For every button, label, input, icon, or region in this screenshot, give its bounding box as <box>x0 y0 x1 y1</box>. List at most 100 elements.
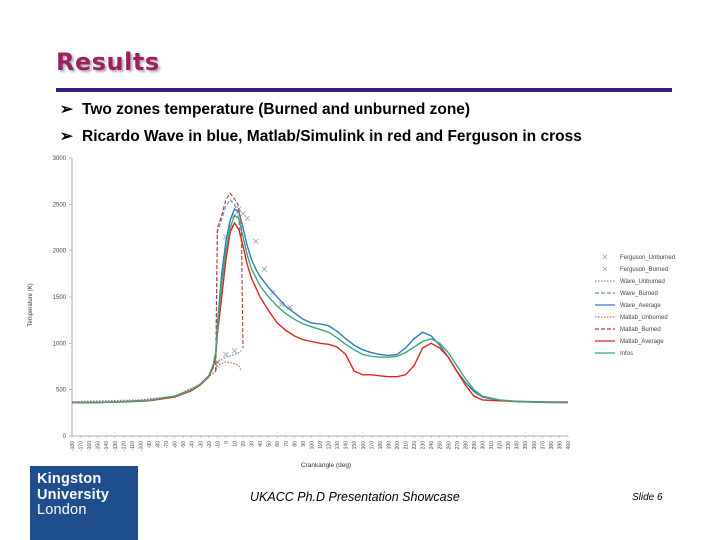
x-tick-label: 340 <box>515 441 521 450</box>
x-tick-label: 220 <box>412 441 418 450</box>
x-tick-label: 120 <box>327 441 333 450</box>
bullet-text-2: Ricardo Wave in blue, Matlab/Simulink in… <box>82 128 582 145</box>
y-tick-label: 1500 <box>53 295 67 301</box>
data-point-cross <box>253 238 259 245</box>
x-tick-label: -180 <box>70 441 76 451</box>
data-point-cross <box>240 210 246 217</box>
x-tick-label: -150 <box>96 441 102 451</box>
data-point-cross <box>231 347 238 354</box>
bullet-item-1: ➢ Two zones temperature (Burned and unbur… <box>60 100 470 119</box>
legend-label: Ferguson_Unburned <box>620 255 675 261</box>
x-tick-label: -20 <box>207 441 213 448</box>
x-tick-label: -60 <box>173 441 179 448</box>
series-line <box>71 207 569 404</box>
x-tick-label: 380 <box>549 441 555 450</box>
x-tick-label: -140 <box>104 441 110 451</box>
x-tick-label: -50 <box>181 441 187 448</box>
logo-line-3: London <box>37 502 87 518</box>
x-tick-label: -110 <box>130 441 136 451</box>
x-tick-label: 270 <box>455 441 461 450</box>
y-tick-label: 2000 <box>53 249 67 255</box>
x-tick-label: -120 <box>121 441 127 451</box>
x-tick-label: 160 <box>361 441 367 450</box>
x-tick-label: 330 <box>506 441 512 450</box>
legend-label: Matlab_Average <box>620 339 664 345</box>
y-axis-label: Temperature (K) <box>28 283 34 326</box>
x-tick-label: 290 <box>472 441 478 450</box>
legend-label: Wave_Average <box>620 303 661 309</box>
logo-line-1: Kingston <box>37 471 102 487</box>
series-line <box>71 214 569 404</box>
x-tick-label: 190 <box>386 441 392 450</box>
legend-cross-marker <box>602 254 608 260</box>
y-tick-label: 0 <box>63 434 67 440</box>
x-tick-label: -70 <box>164 441 170 448</box>
x-tick-label: 90 <box>301 441 307 447</box>
x-tick-label: -170 <box>79 441 85 451</box>
x-tick-label: 10 <box>232 441 238 447</box>
footer-text: UKACC Ph.D Presentation Showcase <box>250 490 460 504</box>
x-tick-label: 130 <box>335 441 341 450</box>
x-tick-label: 300 <box>480 441 486 450</box>
legend-label: Matlab_Unburned <box>620 315 668 321</box>
x-tick-label: 140 <box>344 441 350 450</box>
x-tick-label: 230 <box>421 441 427 450</box>
x-tick-label: -10 <box>215 441 221 448</box>
y-tick-label: 2500 <box>53 202 67 208</box>
slide-number: Slide 6 <box>632 492 663 503</box>
x-tick-label: 180 <box>378 441 384 450</box>
x-axis-ticks: -180 -170 -160 -150 -140 -130 -120 -110 -100 -90-… <box>70 441 572 451</box>
chart-legend: Ferguson_Unburned Ferguson_Burned Wave_Unb… <box>595 254 675 357</box>
legend-label: Ferguson_Burned <box>620 267 668 273</box>
x-tick-label: -160 <box>87 441 93 451</box>
legend-label: Matlab_Burned <box>620 327 661 333</box>
x-tick-label: 240 <box>429 441 435 450</box>
x-tick-label: -40 <box>190 441 196 448</box>
x-tick-label: -80 <box>156 441 162 448</box>
x-tick-label: 310 <box>489 441 495 450</box>
x-tick-label: -90 <box>147 441 153 448</box>
x-tick-label: 60 <box>275 441 281 447</box>
y-tick-label: 3000 <box>53 156 67 162</box>
legend-cross-marker <box>602 266 608 272</box>
x-tick-label: 280 <box>463 441 469 450</box>
series-line <box>71 221 569 404</box>
x-tick-label: -130 <box>113 441 119 451</box>
x-tick-label: 50 <box>267 441 273 447</box>
slide-title: Results <box>56 48 160 76</box>
arrow-bullet-icon: ➢ <box>60 128 73 145</box>
y-axis-ticks: 0 500 1000 1500 2000 2500 3000 <box>53 156 67 440</box>
x-tick-label: 170 <box>369 441 375 450</box>
x-tick-label: 40 <box>258 441 264 447</box>
x-tick-label: -30 <box>198 441 204 448</box>
bullet-item-2: ➢ Ricardo Wave in blue, Matlab/Simulink i… <box>60 127 582 146</box>
series-line <box>215 192 244 372</box>
x-tick-label: 100 <box>309 441 315 450</box>
temperature-chart: 0 500 1000 1500 2000 2500 3000 -180 -170 -160 -15… <box>20 150 690 480</box>
x-tick-label: 20 <box>241 441 247 447</box>
x-tick-label: 360 <box>532 441 538 450</box>
x-tick-label: 210 <box>404 441 410 450</box>
x-tick-label: 110 <box>318 441 324 449</box>
chart-grid <box>69 157 569 438</box>
x-tick-label: 70 <box>284 441 290 447</box>
x-tick-label: 30 <box>250 441 256 447</box>
chart-series <box>71 192 569 404</box>
x-tick-label: 350 <box>523 441 529 450</box>
x-tick-label: 200 <box>395 441 401 450</box>
x-tick-label: 260 <box>446 441 452 450</box>
arrow-bullet-icon: ➢ <box>60 101 73 118</box>
x-tick-label: 400 <box>566 441 572 450</box>
x-axis-label: Crankangle (deg) <box>301 462 351 469</box>
y-tick-label: 500 <box>56 388 67 394</box>
x-tick-label: 0 <box>224 441 230 444</box>
x-tick-label: 320 <box>498 441 504 450</box>
x-tick-label: 150 <box>352 441 358 450</box>
x-tick-label: 370 <box>540 441 546 450</box>
legend-label: Wave_Burned <box>620 291 658 297</box>
logo-line-2: University <box>37 487 110 503</box>
title-underline <box>56 88 672 92</box>
legend-label: Infos <box>620 351 633 357</box>
y-tick-label: 1000 <box>53 341 67 347</box>
